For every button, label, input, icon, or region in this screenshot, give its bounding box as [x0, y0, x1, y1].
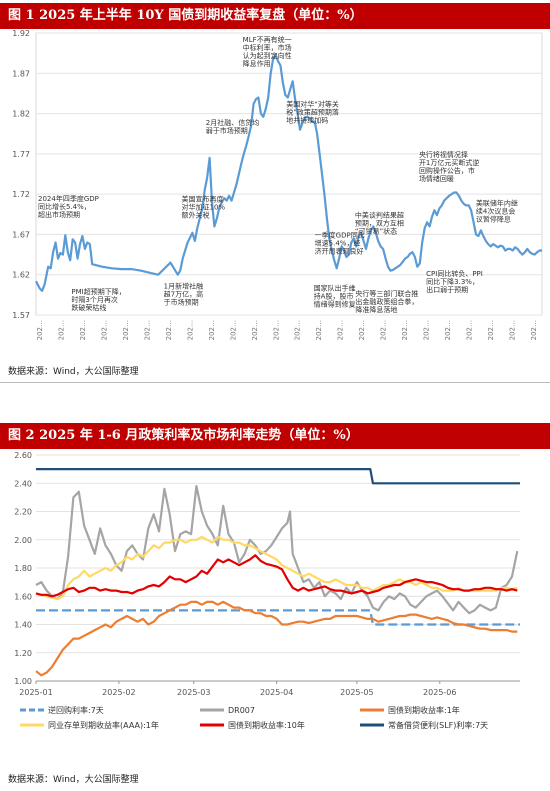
y-tick-label: 1.77 [12, 150, 30, 159]
figure-2: 图 2 2025 年 1-6 月政策利率及市场利率走势（单位：%） 2.60 2.… [0, 420, 550, 791]
figure-1-source: 数据来源：Wind，大公国际整理 [8, 367, 139, 377]
x-tick-label: 202… [380, 320, 388, 340]
y-tick-label: 2.20 [14, 508, 32, 517]
separator [0, 382, 550, 383]
y-tick-label: 1.00 [14, 677, 32, 686]
legend-label: 逆回购利率:7天 [48, 705, 104, 715]
y-tick-label: 2.60 [14, 451, 32, 460]
figure-2-chart: 2.60 2.40 2.20 2.00 1.80 1.60 1.40 1.20 1.00 2025… [14, 451, 520, 730]
series-line [36, 609, 520, 626]
x-tick-label: 202… [444, 320, 452, 340]
annotation: 一季度GDP同比增速5.4%，经济开局表现良好 [315, 231, 365, 256]
series-line [35, 484, 519, 615]
x-tick-label: 202… [36, 320, 44, 340]
annotation: CPI同比转负、PPI 同比下降3.3%，出口弱于预期 [426, 269, 483, 294]
y-tick-label: 1.87 [12, 69, 30, 78]
annotation: 央行将视情况择开1万亿元买断式逆回购操作公告，市场情绪回暖 [419, 150, 479, 183]
x-tick-label: 202… [487, 320, 495, 340]
x-tick-label: 202… [122, 320, 130, 340]
x-tick-label: 202… [401, 320, 409, 340]
x-tick-label: 202… [79, 320, 87, 340]
figure-1-title: 图 1 2025 年上半年 10Y 国债到期收益率复盘（单位：%） [0, 3, 550, 29]
y-tick-label: 1.62 [12, 271, 30, 280]
x-tick-label: 202… [530, 320, 538, 340]
annotation: PMI超预期下降，时隔3个月再次跌破荣枯线 [71, 287, 125, 312]
y-tick-label: 1.72 [12, 190, 30, 199]
x-tick-label: 202… [143, 320, 151, 340]
x-tick-label: 202… [229, 320, 237, 340]
y-tick-label: 1.60 [14, 592, 32, 601]
annotation: 国家队出手维持A股，股市情绪得到修复 [314, 283, 356, 308]
legend-label: 国债到期收益率:10年 [228, 720, 305, 730]
x-tick-label: 202… [165, 320, 173, 340]
annotation: 美国对华“对等关税”政策超预期落地并持续加码 [286, 100, 339, 125]
annotation: 1月新增社融超7万亿，高于市场预期 [164, 281, 203, 306]
x-tick-label: 2025-04 [260, 688, 293, 697]
x-tick-label: 2025-06 [423, 688, 456, 697]
y-tick-label: 1.57 [12, 311, 30, 320]
annotation: 美国宣布再度对华加征10%额外关税 [182, 194, 226, 219]
x-tick-label: 2025-05 [340, 688, 373, 697]
x-tick-label: 202… [251, 320, 259, 340]
x-tick-label: 202… [509, 320, 517, 340]
annotation: MLF不再有统一中标利率，市场认为起到定向性降息作用 [243, 35, 292, 68]
x-tick-label: 2025-03 [177, 688, 210, 697]
x-tick-label: 2025-02 [102, 688, 135, 697]
annotation: 央行等三部门联合推出金融政策组合拳，降准降息落地 [355, 289, 418, 314]
legend-label: DR007 [228, 706, 255, 715]
legend-label: 常备借贷便利(SLF)利率:7天 [388, 720, 488, 730]
figure-2-title: 图 2 2025 年 1-6 月政策利率及市场利率走势（单位：%） [0, 423, 550, 449]
x-tick-label: 2025-01 [19, 688, 52, 697]
x-tick-label: 202… [186, 320, 194, 340]
y-tick-label: 2.00 [14, 536, 32, 545]
annotation: 美联储年内继续4次议息会议暂停降息 [476, 199, 518, 224]
legend-label: 同业存单到期收益率(AAA):1年 [48, 720, 159, 730]
y-tick-label: 2.40 [14, 479, 32, 488]
annotation: 2月社融、信贷均弱于市场预期 [206, 118, 259, 135]
y-tick-label: 1.67 [12, 230, 30, 239]
series-line [35, 535, 518, 601]
x-tick-label: 202… [466, 320, 474, 340]
y-tick-label: 1.40 [14, 621, 32, 630]
series-line [36, 468, 520, 485]
annotation: 2024年四季度GDP 同比增长5.4%，超出市场预期 [38, 194, 99, 219]
x-tick-label: 202… [57, 320, 65, 340]
figure-1-chart: 1.92 1.87 1.82 1.77 1.72 1.67 1.62 1.57 202… 202…… [12, 29, 543, 340]
figure-1: 图 1 2025 年上半年 10Y 国债到期收益率复盘（单位：%） 1.92 1.… [0, 0, 550, 386]
legend-label: 国债到期收益率:1年 [388, 705, 460, 715]
annotation: 中美谈判结果超预期，双方互相“可贸易”状态 [355, 210, 404, 235]
x-tick-label: 202… [423, 320, 431, 340]
series-line [35, 600, 518, 677]
x-tick-label: 202… [208, 320, 216, 340]
y-tick-label: 1.92 [12, 29, 30, 38]
x-tick-label: 202… [100, 320, 108, 340]
x-tick-label: 202… [315, 320, 323, 340]
x-tick-label: 202… [272, 320, 280, 340]
x-tick-label: 202… [358, 320, 366, 340]
series-line [35, 554, 518, 598]
x-tick-label: 202… [294, 320, 302, 340]
y-tick-label: 1.80 [14, 564, 32, 573]
yield-line-10y [35, 53, 542, 292]
figure-2-source: 数据来源：Wind，大公国际整理 [8, 775, 139, 785]
x-tick-label: 202… [337, 320, 345, 340]
y-tick-label: 1.82 [12, 110, 30, 119]
y-tick-label: 1.20 [14, 649, 32, 658]
